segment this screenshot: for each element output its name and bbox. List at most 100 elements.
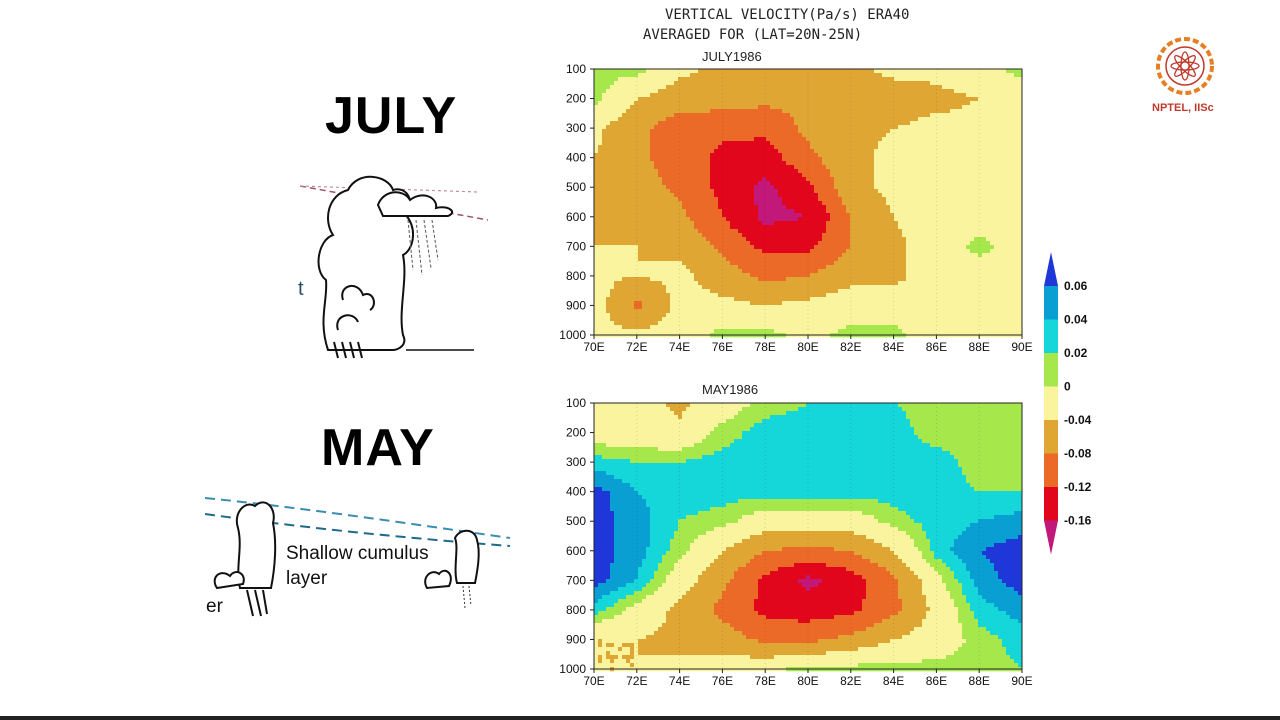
contour-cell [934,213,939,218]
contour-cell [774,69,779,74]
contour-cell [998,157,1003,162]
contour-cell [686,153,691,158]
contour-cell [774,229,779,234]
contour-cell [738,85,743,90]
contour-cell [846,121,851,126]
contour-cell [910,81,915,86]
contour-cell [938,161,943,166]
contour-cell [966,213,971,218]
contour-cell [930,173,935,178]
contour-cell [822,149,827,154]
contour-cell [646,137,651,142]
contour-cell [626,77,631,82]
contour-cell [882,225,887,230]
contour-cell [954,193,959,198]
contour-cell [826,205,831,210]
contour-cell [958,93,963,98]
contour-cell [722,217,727,222]
contour-cell [666,145,671,150]
contour-cell [902,125,907,130]
contour-cell [818,225,823,230]
contour-cell [986,137,991,142]
contour-cell [694,133,699,138]
contour-cell [774,101,779,106]
contour-cell [974,197,979,202]
contour-cell [894,181,899,186]
contour-cell [962,229,967,234]
contour-cell [906,181,911,186]
contour-cell [994,133,999,138]
contour-cell [938,229,943,234]
contour-cell [998,165,1003,170]
contour-cell [750,161,755,166]
contour-cell [830,117,835,122]
contour-cell [770,177,775,182]
contour-cell [818,77,823,82]
contour-cell [786,89,791,94]
contour-cell [966,109,971,114]
contour-cell [814,113,819,118]
contour-cell [818,141,823,146]
contour-cell [742,153,747,158]
contour-cell [802,249,807,254]
contour-cell [794,149,799,154]
contour-cell [966,137,971,142]
contour-cell [666,241,671,246]
contour-cell [826,165,831,170]
contour-cell [966,85,971,90]
contour-cell [978,221,983,226]
contour-cell [878,121,883,126]
contour-cell [874,85,879,90]
contour-cell [758,105,763,110]
contour-cell [782,97,787,102]
contour-cell [610,133,615,138]
contour-cell [878,201,883,206]
contour-cell [646,129,651,134]
contour-cell [962,129,967,134]
contour-cell [862,145,867,150]
contour-cell [858,109,863,114]
contour-cell [646,121,651,126]
contour-cell [790,145,795,150]
contour-cell [1010,85,1015,90]
contour-cell [670,73,675,78]
contour-cell [870,249,875,254]
contour-cell [842,117,847,122]
contour-cell [986,169,991,174]
contour-cell [694,137,699,142]
contour-cell [698,189,703,194]
contour-cell [1002,137,1007,142]
contour-cell [646,185,651,190]
contour-cell [634,229,639,234]
contour-cell [1018,189,1023,194]
contour-cell [1002,157,1007,162]
contour-cell [658,197,663,202]
contour-cell [674,185,679,190]
contour-cell [942,145,947,150]
contour-cell [670,181,675,186]
contour-cell [890,157,895,162]
contour-cell [790,93,795,98]
contour-cell [1018,241,1023,246]
contour-cell [850,209,855,214]
contour-cell [790,221,795,226]
contour-cell [746,121,751,126]
contour-cell [970,157,975,162]
contour-cell [714,241,719,246]
contour-cell [786,145,791,150]
contour-cell [926,93,931,98]
contour-cell [706,249,711,254]
contour-cell [666,149,671,154]
contour-cell [950,209,955,214]
contour-cell [638,69,643,74]
contour-cell [814,245,819,250]
contour-cell [838,157,843,162]
contour-cell [994,165,999,170]
contour-cell [762,205,767,210]
contour-cell [634,217,639,222]
contour-cell [786,81,791,86]
contour-cell [750,245,755,250]
logo-caption: NPTEL, IISc [1152,102,1214,114]
contour-cell [830,73,835,78]
contour-cell [1014,197,1019,202]
